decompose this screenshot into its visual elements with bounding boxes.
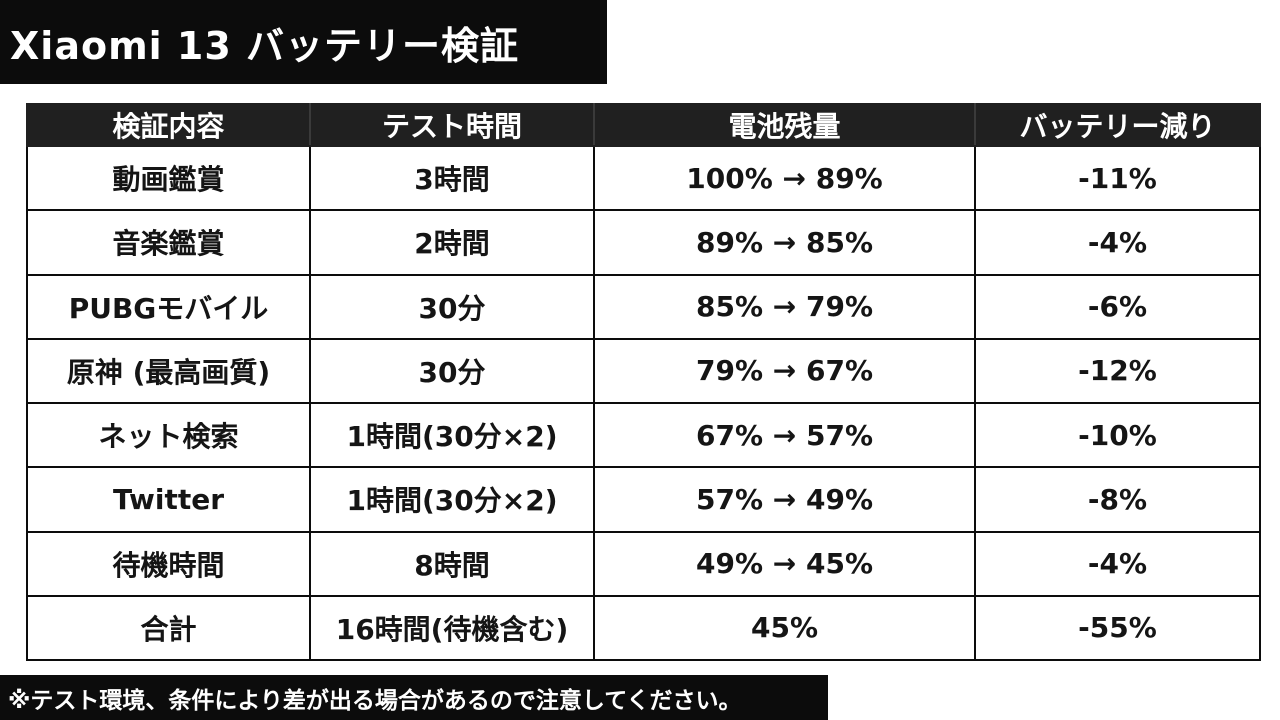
cell-battery-drain: -8% xyxy=(974,466,1261,533)
cell-test-time: 2時間 xyxy=(309,209,595,276)
column-header-test-content: 検証内容 xyxy=(26,103,311,147)
cell-test-content: 原神 (最高画質) xyxy=(26,337,311,405)
cell-battery-drain: -11% xyxy=(974,144,1261,212)
cell-battery-drain: -55% xyxy=(974,594,1261,662)
footer-disclaimer: ※テスト環境、条件により差が出る場合があるので注意してください。 xyxy=(0,675,828,720)
cell-test-content: Twitter xyxy=(26,466,311,533)
cell-test-time: 30分 xyxy=(309,273,595,340)
cell-battery-level: 89% → 85% xyxy=(593,209,976,276)
cell-test-content: 待機時間 xyxy=(26,530,311,597)
cell-battery-level: 49% → 45% xyxy=(593,530,976,597)
cell-test-content: 音楽鑑賞 xyxy=(26,209,311,276)
cell-battery-level: 100% → 89% xyxy=(593,144,976,212)
cell-battery-drain: -6% xyxy=(974,273,1261,340)
cell-battery-level: 79% → 67% xyxy=(593,337,976,405)
cell-battery-drain: -4% xyxy=(974,209,1261,276)
table-row: PUBGモバイル 30分 85% → 79% -6% xyxy=(26,273,1261,340)
cell-battery-level: 85% → 79% xyxy=(593,273,976,340)
table-row: ネット検索 1時間(30分×2) 67% → 57% -10% xyxy=(26,401,1261,469)
table-header-row: 検証内容 テスト時間 電池残量 バッテリー減り xyxy=(26,103,1261,147)
cell-battery-level: 45% xyxy=(593,594,976,662)
cell-test-content: 動画鑑賞 xyxy=(26,144,311,212)
table-row: 音楽鑑賞 2時間 89% → 85% -4% xyxy=(26,209,1261,276)
column-header-battery-level: 電池残量 xyxy=(593,103,976,147)
cell-battery-drain: -12% xyxy=(974,337,1261,405)
cell-battery-drain: -10% xyxy=(974,401,1261,469)
cell-battery-level: 67% → 57% xyxy=(593,401,976,469)
cell-test-time: 1時間(30分×2) xyxy=(309,401,595,469)
table-row: 動画鑑賞 3時間 100% → 89% -11% xyxy=(26,144,1261,212)
table-row: Twitter 1時間(30分×2) 57% → 49% -8% xyxy=(26,466,1261,533)
battery-test-table: 検証内容 テスト時間 電池残量 バッテリー減り 動画鑑賞 3時間 100% → … xyxy=(26,103,1261,662)
table-row-total: 合計 16時間(待機含む) 45% -55% xyxy=(26,594,1261,662)
table-row: 待機時間 8時間 49% → 45% -4% xyxy=(26,530,1261,597)
cell-test-time: 30分 xyxy=(309,337,595,405)
page-title: Xiaomi 13 バッテリー検証 xyxy=(0,0,607,84)
cell-test-time: 3時間 xyxy=(309,144,595,212)
cell-test-time: 1時間(30分×2) xyxy=(309,466,595,533)
cell-test-content: ネット検索 xyxy=(26,401,311,469)
cell-test-content: 合計 xyxy=(26,594,311,662)
column-header-battery-drain: バッテリー減り xyxy=(974,103,1261,147)
cell-test-time: 16時間(待機含む) xyxy=(309,594,595,662)
cell-battery-level: 57% → 49% xyxy=(593,466,976,533)
cell-test-content: PUBGモバイル xyxy=(26,273,311,340)
column-header-test-time: テスト時間 xyxy=(309,103,595,147)
cell-test-time: 8時間 xyxy=(309,530,595,597)
table-row: 原神 (最高画質) 30分 79% → 67% -12% xyxy=(26,337,1261,405)
cell-battery-drain: -4% xyxy=(974,530,1261,597)
